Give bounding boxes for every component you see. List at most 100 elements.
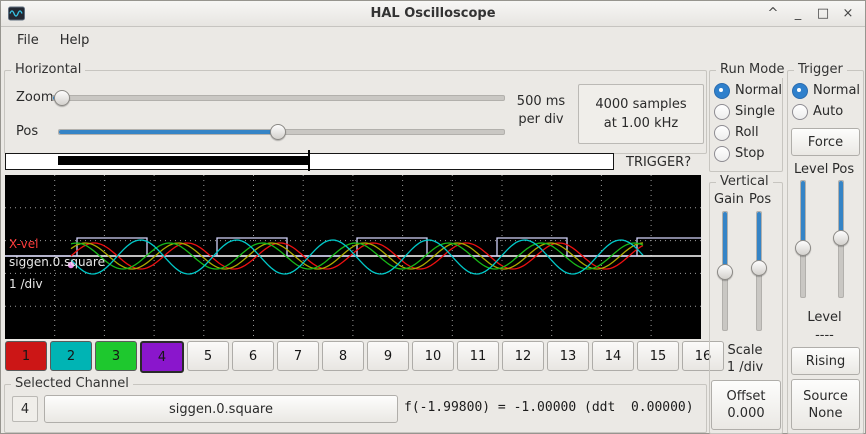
- trigger-level-value: ----: [815, 328, 834, 343]
- channel-button-16[interactable]: 16: [682, 341, 724, 371]
- radio-checked-icon: [714, 82, 730, 99]
- radio-label: Stop: [735, 146, 765, 161]
- trigger-pos-slider[interactable]: [832, 180, 849, 298]
- run-mode-options: Normal Single Roll Stop: [714, 80, 782, 164]
- channel-button-9[interactable]: 9: [367, 341, 409, 371]
- channel-button-5[interactable]: 5: [187, 341, 229, 371]
- channel-button-15[interactable]: 15: [637, 341, 679, 371]
- trigger-edge-button[interactable]: Rising: [791, 347, 860, 375]
- radio-unchecked-icon: [792, 103, 808, 120]
- trigger-level-value-label: Level: [807, 310, 842, 325]
- selected-channel-name-button[interactable]: siggen.0.square: [44, 395, 398, 423]
- record-preview-bar: [5, 153, 614, 170]
- channel-button-10[interactable]: 10: [412, 341, 454, 371]
- vertical-pos-label: Pos: [749, 192, 772, 207]
- zoom-slider[interactable]: [52, 89, 505, 106]
- run-mode-group: Run Mode: [709, 62, 789, 172]
- pos-slider-handle[interactable]: [270, 124, 287, 140]
- samples-button[interactable]: 4000 samples at 1.00 kHz: [578, 84, 704, 144]
- trigger-level-slider-handle[interactable]: [795, 240, 811, 257]
- scope-label-ch4: siggen.0.square: [9, 255, 105, 269]
- trigger-group-label: Trigger: [794, 62, 847, 78]
- scope-label-ch1: X-vel: [9, 237, 39, 251]
- gain-slider[interactable]: [716, 211, 733, 331]
- vertical-pos-slider[interactable]: [750, 211, 767, 331]
- trigger-level-slider-trough: [800, 180, 806, 298]
- timebase-unit: per div: [518, 112, 564, 127]
- run-mode-group-label: Run Mode: [716, 62, 789, 78]
- trigger-point-marker: [67, 261, 75, 269]
- trigger-status: TRIGGER?: [626, 155, 692, 170]
- run-mode-radio-roll[interactable]: Roll: [714, 122, 782, 143]
- radio-checked-icon: [792, 82, 808, 99]
- channel-button-13[interactable]: 13: [547, 341, 589, 371]
- scope-label-scale: 1 /div: [9, 277, 43, 291]
- offset-label: Offset: [726, 389, 766, 404]
- menu-help[interactable]: Help: [59, 32, 90, 48]
- vertical-group: Vertical: [709, 174, 783, 434]
- radio-unchecked-icon: [714, 103, 730, 120]
- run-mode-radio-stop[interactable]: Stop: [714, 143, 782, 164]
- window-title: HAL Oscilloscope: [370, 6, 496, 21]
- scope-canvas: [5, 175, 701, 339]
- channel-button-4[interactable]: 4: [140, 341, 184, 373]
- trigger-source-button[interactable]: Source None: [791, 379, 860, 430]
- radio-label: Normal: [735, 83, 783, 98]
- vertical-pos-slider-handle[interactable]: [751, 260, 767, 277]
- trigger-level-slider[interactable]: [794, 180, 811, 298]
- zoom-slider-handle[interactable]: [54, 90, 71, 106]
- channel-button-3[interactable]: 3: [95, 341, 137, 371]
- selected-channel-number: 4: [12, 396, 38, 422]
- zoom-slider-trough: [52, 95, 505, 101]
- channel2-sine-wave: [70, 239, 644, 275]
- channel-button-11[interactable]: 11: [457, 341, 499, 371]
- channel-button-6[interactable]: 6: [232, 341, 274, 371]
- vertical-group-label: Vertical: [716, 174, 773, 190]
- radio-label: Normal: [813, 83, 861, 98]
- force-button[interactable]: Force: [791, 128, 860, 156]
- selected-channel-readout: f(-1.99800) = -1.00000 (ddt 0.00000): [404, 400, 694, 415]
- trigger-source-value: None: [808, 405, 843, 421]
- channel-button-7[interactable]: 7: [277, 341, 319, 371]
- offset-value: 0.000: [727, 406, 765, 421]
- offset-button[interactable]: Offset 0.000: [711, 380, 781, 430]
- record-filled: [57, 156, 310, 165]
- selected-channel-group: Selected Channel: [4, 376, 707, 433]
- channel3-sine-wave: [70, 242, 644, 270]
- scale-label: Scale: [727, 343, 763, 358]
- olive-sine-wave: [70, 242, 644, 270]
- trigger-pos-label: Pos: [832, 162, 855, 177]
- channel-button-12[interactable]: 12: [502, 341, 544, 371]
- channel-button-2[interactable]: 2: [50, 341, 92, 371]
- channel-row: 1 2 3 4 5 6 7 8 9 10 11 12 13 14 15 16: [5, 341, 724, 373]
- shade-button[interactable]: ^: [767, 5, 779, 21]
- run-mode-radio-normal[interactable]: Normal: [714, 80, 782, 101]
- timebase-value: 500 ms: [516, 94, 566, 109]
- maximize-button[interactable]: □: [816, 5, 830, 21]
- window-controls: ^ _ □ ×: [766, 1, 855, 26]
- channel-button-1[interactable]: 1: [5, 341, 47, 371]
- app-icon: [8, 6, 25, 21]
- trigger-pos-slider-handle[interactable]: [833, 229, 849, 246]
- radio-label: Single: [735, 104, 775, 119]
- minimize-button[interactable]: _: [794, 5, 802, 21]
- trigger-mode-radio-normal[interactable]: Normal: [792, 80, 860, 101]
- trigger-level-label: Level: [794, 162, 829, 177]
- channel-button-8[interactable]: 8: [322, 341, 364, 371]
- radio-unchecked-icon: [714, 145, 730, 162]
- pos-label: Pos: [16, 124, 39, 139]
- gain-slider-handle[interactable]: [717, 264, 733, 280]
- record-cursor: [307, 150, 310, 171]
- trigger-mode-radio-auto[interactable]: Auto: [792, 101, 860, 122]
- timebase-readout: 500 ms per div: [508, 93, 574, 129]
- menu-file[interactable]: File: [17, 32, 39, 48]
- close-button[interactable]: ×: [842, 5, 854, 21]
- run-mode-radio-single[interactable]: Single: [714, 101, 782, 122]
- radio-label: Roll: [735, 125, 759, 140]
- channel-button-14[interactable]: 14: [592, 341, 634, 371]
- radio-label: Auto: [813, 104, 844, 119]
- menubar: File Help: [1, 27, 865, 53]
- horizontal-pos-slider[interactable]: [58, 123, 505, 140]
- radio-unchecked-icon: [714, 124, 730, 141]
- zoom-label: Zoom: [16, 90, 54, 105]
